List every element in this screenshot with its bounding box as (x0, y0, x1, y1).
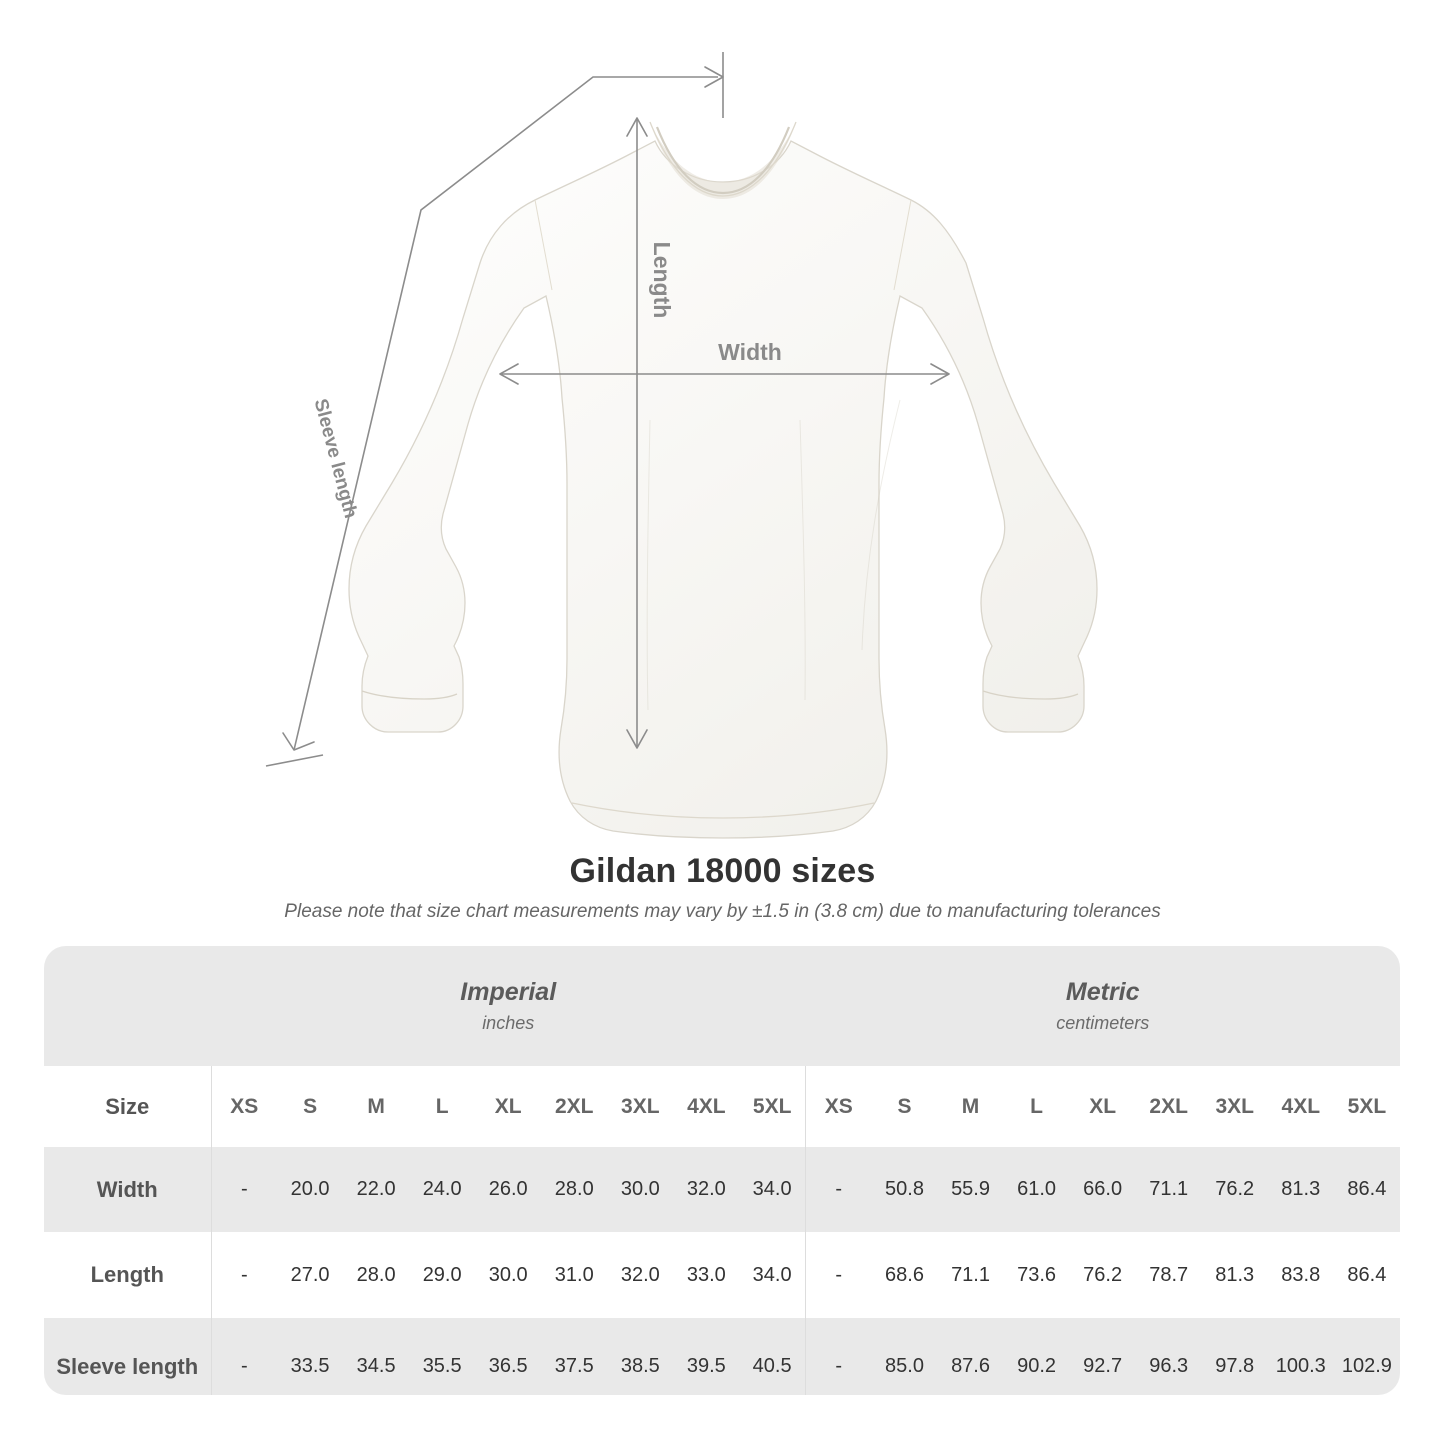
svg-text:Length: Length (649, 242, 675, 319)
svg-text:Sleeve length: Sleeve length (310, 397, 362, 521)
svg-text:Width: Width (718, 339, 782, 365)
